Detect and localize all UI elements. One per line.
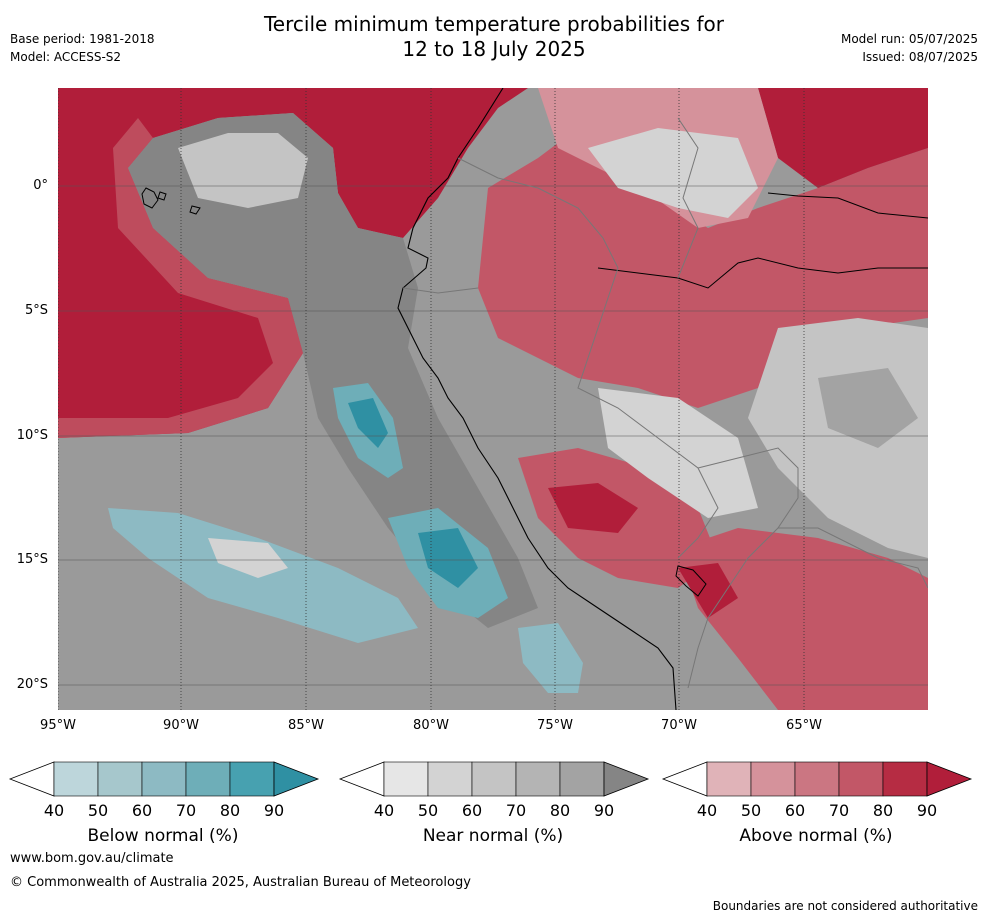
legend-above-segment-3: [794, 761, 840, 797]
zone-near-north-patch: [178, 133, 308, 208]
meta-left: Base period: 1981-2018 Model: ACCESS-S2: [10, 30, 155, 66]
legend-near-segment-5: [559, 761, 605, 797]
legend-colorbars: [8, 761, 973, 797]
zone-below-north-core: [348, 398, 388, 448]
galapagos-islands: [141, 187, 201, 215]
island-san-cristobal: [189, 205, 201, 215]
legend-below-segment-4: [185, 761, 231, 797]
legend-above-tick-70: 70: [828, 801, 850, 820]
country-borders: [402, 117, 928, 689]
legend-near-tick-60: 60: [461, 801, 483, 820]
lat-label-10s: 10°S: [16, 428, 48, 443]
zone-above-titicaca: [678, 563, 738, 618]
lon-label-65w: 65°W: [786, 718, 822, 733]
legend-above-segment-5: [882, 761, 928, 797]
legend-below-tick-50: 50: [87, 801, 109, 820]
zone-below-south: [518, 623, 583, 693]
lat-label-5s: 5°S: [24, 303, 48, 318]
legend-below-tick-80: 80: [219, 801, 241, 820]
zone-near-east-core: [818, 368, 918, 448]
lat-label-20s: 20°S: [16, 677, 48, 692]
border-colombia-peru: [457, 157, 619, 269]
title-line1: Tercile minimum temperature probabilitie…: [263, 12, 725, 36]
lon-label-90w: 90°W: [163, 718, 199, 733]
legend-above-segment-1: [706, 761, 752, 797]
zone-near-sw-patch: [208, 538, 288, 578]
legend-below-segment-2: [97, 761, 143, 797]
footer-copyright: © Commonwealth of Australia 2025, Austra…: [10, 875, 471, 890]
zone-near-dark-band: [128, 113, 538, 628]
legend-below-min-triangle: [8, 761, 55, 797]
zone-above-ocean-nw: [58, 88, 528, 438]
legend-above-segment-2: [750, 761, 796, 797]
lon-label-80w: 80°W: [413, 718, 449, 733]
legend-above-tick-90: 90: [916, 801, 938, 820]
lon-label-95w: 95°W: [40, 718, 76, 733]
lake-titicaca: [675, 565, 707, 597]
island-isabela: [141, 187, 159, 209]
legend-below-tick-70: 70: [175, 801, 197, 820]
legend-near-tick-90: 90: [593, 801, 615, 820]
legend-above-max-triangle: [926, 761, 973, 797]
legend-title-below: Below normal (%): [87, 826, 239, 846]
legend-near-tick-80: 80: [549, 801, 571, 820]
lon-label-75w: 75°W: [537, 718, 573, 733]
zone-above-andes-core: [548, 483, 638, 533]
zone-near-north-land: [588, 128, 758, 218]
legend-above-tick-50: 50: [740, 801, 762, 820]
legend-below-segment-3: [141, 761, 187, 797]
coastline: [397, 88, 677, 710]
lon-label-70w: 70°W: [661, 718, 697, 733]
map-title: Tercile minimum temperature probabilitie…: [0, 12, 988, 62]
issued-date: Issued: 08/07/2025: [862, 50, 978, 64]
legend-near-tick-40: 40: [373, 801, 395, 820]
legend-near-max-triangle: [603, 761, 650, 797]
island-santa-cruz: [157, 191, 167, 201]
legend-below-segment-1: [53, 761, 99, 797]
legend-below-segment-5: [229, 761, 275, 797]
legend-title-near: Near normal (%): [422, 826, 564, 846]
legend-below-tick-40: 40: [43, 801, 65, 820]
footer-url: www.bom.gov.au/climate: [10, 851, 174, 866]
amazon-river: [597, 257, 928, 289]
lat-label-0: 0°: [33, 178, 48, 193]
border-bolivia-brazil: [778, 527, 928, 589]
legend-above-tick-80: 80: [872, 801, 894, 820]
border-ecuador-peru: [402, 287, 479, 294]
rio-negro: [767, 192, 928, 219]
legend-title-above: Above normal (%): [739, 826, 893, 846]
legend-near-segment-1: [383, 761, 429, 797]
model-run: Model run: 05/07/2025: [840, 32, 978, 46]
legend-above-min-triangle: [661, 761, 708, 797]
border-peru-brazil-bolivia: [577, 267, 719, 559]
graticule: [58, 185, 928, 686]
zone-above-ne: [758, 88, 928, 188]
legend-near-segment-4: [515, 761, 561, 797]
legend-above-segment-4: [838, 761, 884, 797]
legend-near-segment-3: [471, 761, 517, 797]
legend-near-tick-70: 70: [505, 801, 527, 820]
border-colombia-brazil: [677, 117, 699, 279]
model-name: Model: ACCESS-S2: [10, 50, 122, 64]
meta-right: Model run: 05/07/2025 Issued: 08/07/2025: [841, 30, 978, 66]
legend-near-tick-50: 50: [417, 801, 439, 820]
lat-label-15s: 15°S: [16, 552, 48, 567]
zone-above-ocean-nw-edge: [58, 118, 303, 438]
legend-below-tick-90: 90: [263, 801, 285, 820]
legend-below-max-triangle: [273, 761, 320, 797]
legend-above-tick-40: 40: [696, 801, 718, 820]
legend-above-tick-60: 60: [784, 801, 806, 820]
base-period: Base period: 1981-2018: [10, 32, 155, 46]
title-line2: 12 to 18 July 2025: [402, 37, 586, 61]
probability-map: [58, 88, 928, 710]
zone-above-bolivia: [678, 528, 928, 710]
lon-label-85w: 85°W: [288, 718, 324, 733]
legend-near-segment-2: [427, 761, 473, 797]
legend-below-tick-60: 60: [131, 801, 153, 820]
footer-note: Boundaries are not considered authoritat…: [712, 899, 978, 913]
zone-below-central-core: [418, 528, 478, 588]
legend-near-min-triangle: [338, 761, 385, 797]
